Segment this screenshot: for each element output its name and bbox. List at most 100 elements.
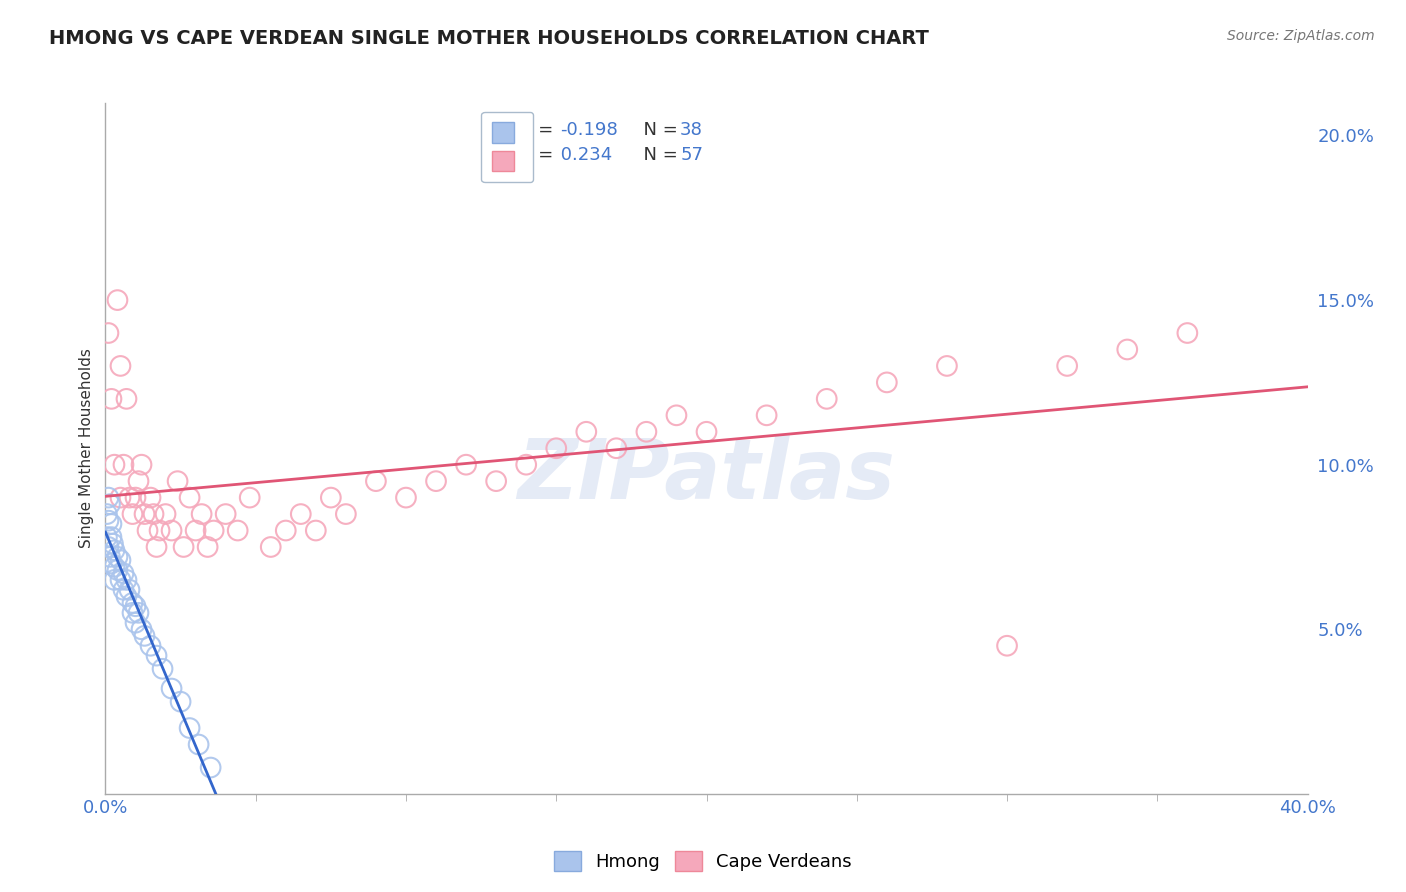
Point — [97, 326, 120, 340]
Point — [100, 530, 122, 544]
Text: 38: 38 — [681, 121, 703, 139]
Point — [1056, 359, 1078, 373]
Text: 0.234: 0.234 — [555, 146, 612, 164]
Point — [110, 573, 132, 587]
Point — [179, 721, 201, 735]
Point — [134, 507, 156, 521]
Point — [136, 524, 159, 538]
Point — [139, 639, 162, 653]
Point — [96, 507, 118, 521]
Point — [319, 491, 342, 505]
Point — [128, 606, 150, 620]
Legend: Hmong, Cape Verdeans: Hmong, Cape Verdeans — [547, 844, 859, 879]
Point — [103, 458, 125, 472]
Point — [145, 540, 167, 554]
Point — [107, 549, 129, 564]
Point — [425, 474, 447, 488]
Y-axis label: Single Mother Households: Single Mother Households — [79, 348, 94, 549]
Point — [97, 540, 120, 554]
Point — [121, 596, 143, 610]
Text: N =: N = — [631, 146, 683, 164]
Point — [131, 622, 153, 636]
Point — [190, 507, 212, 521]
Point — [110, 553, 132, 567]
Point — [335, 507, 357, 521]
Point — [364, 474, 387, 488]
Point — [152, 662, 174, 676]
Point — [876, 376, 898, 390]
Point — [97, 491, 120, 505]
Point — [121, 507, 143, 521]
Text: ZIPatlas: ZIPatlas — [517, 435, 896, 516]
Point — [121, 606, 143, 620]
Point — [755, 409, 778, 423]
Point — [454, 458, 477, 472]
Point — [145, 648, 167, 663]
Text: Source: ZipAtlas.com: Source: ZipAtlas.com — [1227, 29, 1375, 43]
Point — [124, 599, 146, 614]
Point — [97, 514, 120, 528]
Point — [110, 491, 132, 505]
Point — [100, 392, 122, 406]
Point — [202, 524, 225, 538]
Point — [546, 442, 568, 456]
Point — [96, 530, 118, 544]
Point — [128, 474, 150, 488]
Point — [118, 491, 141, 505]
Point — [274, 524, 297, 538]
Point — [103, 559, 125, 574]
Point — [124, 615, 146, 630]
Point — [395, 491, 418, 505]
Text: R =: R = — [520, 146, 560, 164]
Point — [169, 695, 191, 709]
Point — [214, 507, 236, 521]
Point — [605, 442, 627, 456]
Point — [115, 392, 138, 406]
Point — [485, 474, 508, 488]
Point — [110, 359, 132, 373]
Point — [995, 639, 1018, 653]
Point — [103, 573, 125, 587]
Point — [115, 573, 138, 587]
Text: N =: N = — [631, 121, 683, 139]
Point — [815, 392, 838, 406]
Point — [131, 458, 153, 472]
Point — [305, 524, 328, 538]
Point — [179, 491, 201, 505]
Point — [107, 293, 129, 307]
Point — [103, 543, 125, 558]
Legend: , : , — [481, 112, 533, 182]
Text: R =: R = — [520, 121, 560, 139]
Point — [260, 540, 283, 554]
Point — [197, 540, 219, 554]
Point — [98, 549, 121, 564]
Point — [134, 629, 156, 643]
Point — [160, 681, 183, 696]
Point — [139, 491, 162, 505]
Text: -0.198: -0.198 — [560, 121, 617, 139]
Point — [112, 582, 135, 597]
Point — [98, 497, 121, 511]
Point — [155, 507, 177, 521]
Point — [226, 524, 249, 538]
Point — [515, 458, 537, 472]
Point — [173, 540, 195, 554]
Point — [187, 738, 209, 752]
Point — [124, 491, 146, 505]
Point — [115, 590, 138, 604]
Point — [112, 458, 135, 472]
Text: HMONG VS CAPE VERDEAN SINGLE MOTHER HOUSEHOLDS CORRELATION CHART: HMONG VS CAPE VERDEAN SINGLE MOTHER HOUS… — [49, 29, 929, 47]
Point — [239, 491, 262, 505]
Point — [160, 524, 183, 538]
Point — [1116, 343, 1139, 357]
Point — [142, 507, 165, 521]
Point — [100, 557, 122, 571]
Point — [665, 409, 688, 423]
Point — [1175, 326, 1198, 340]
Point — [101, 537, 124, 551]
Point — [107, 563, 129, 577]
Point — [112, 566, 135, 581]
Point — [100, 516, 122, 531]
Point — [696, 425, 718, 439]
Point — [184, 524, 207, 538]
